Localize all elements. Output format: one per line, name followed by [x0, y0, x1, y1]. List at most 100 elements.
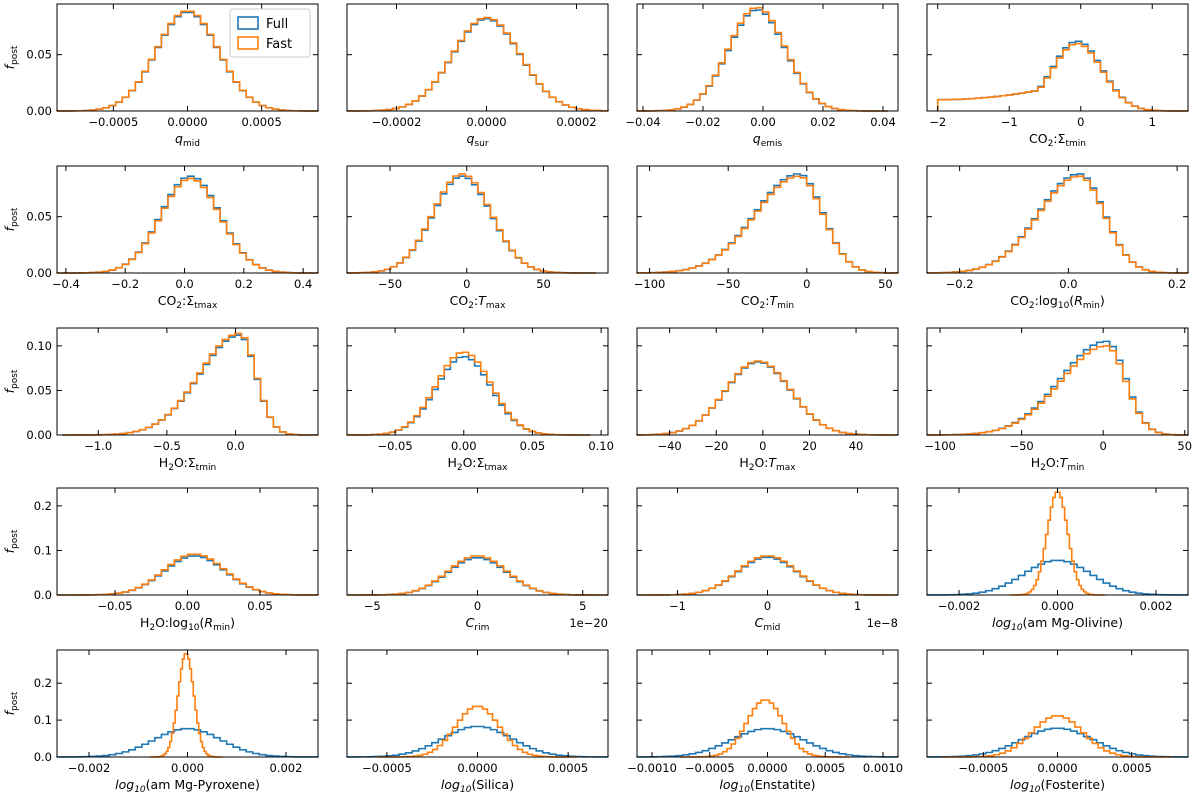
ytick-label: 0.1 [34, 713, 52, 727]
xtick-label: −0.5 [153, 439, 181, 453]
histogram-fast [346, 173, 597, 274]
ytick-label: 0.05 [26, 210, 52, 224]
xtick-label: −1 [669, 599, 686, 613]
axis-ylabel: fpost [2, 369, 20, 393]
ytick-label: 0.0 [34, 750, 52, 764]
panel-qemis: −0.04 −0.02 0.00 0.02 0.04 qemis [625, 3, 899, 149]
xtick-label: 0.000 [1041, 599, 1074, 613]
axes-frame [636, 165, 899, 274]
xtick-label: −1.0 [84, 439, 112, 453]
histogram-full [346, 355, 591, 436]
histogram-full [636, 173, 899, 274]
axes-frame [636, 3, 899, 112]
histogram-full [636, 9, 889, 112]
xtick-label: 20 [802, 439, 817, 453]
ytick-label: 0.00 [26, 104, 52, 118]
xtick-label: 0.04 [870, 115, 896, 129]
axis-xlabel: H2O:Σtmax [447, 455, 508, 473]
ytick-label: 0.2 [34, 676, 52, 690]
xtick-label: −0.2 [946, 277, 974, 291]
axes-frame [346, 487, 609, 596]
axis-xlabel: log10(am Mg-Pyroxene) [115, 777, 260, 792]
xtick-label: −0.05 [377, 439, 412, 453]
xtick-label: 0.0005 [1112, 761, 1152, 775]
ytick-label: 0.00 [26, 428, 52, 442]
xtick-label: −0.04 [625, 115, 660, 129]
axis-xlabel: H2O:Tmax [739, 455, 796, 473]
axis-xlabel: CO2:Σtmax [158, 293, 218, 311]
xtick-label: 0.00 [175, 599, 201, 613]
xtick-label: 0 [803, 277, 810, 291]
xtick-label: 0.0 [175, 277, 193, 291]
xtick-label: 0.0002 [556, 115, 596, 129]
xtick-label: −0.0010 [627, 761, 677, 775]
xtick-label: 0 [1077, 115, 1084, 129]
xtick-label: 0.10 [588, 439, 614, 453]
panel-co2_smax: −0.4 −0.2 0.0 0.2 0.4 0.00 0.05 fpost CO2:Σtmax [2, 165, 319, 311]
xtick-label: 0.0010 [863, 761, 903, 775]
legend-label-full: Full [266, 17, 288, 32]
xtick-label: −100 [634, 277, 666, 291]
histogram-fast [347, 555, 608, 596]
axes-frame [346, 3, 609, 112]
histogram-fast [636, 360, 899, 436]
axes-frame [926, 487, 1189, 596]
axis-xlabel: H2O:log10(Rmin) [140, 615, 235, 633]
axis-ylabel: fpost [2, 529, 20, 553]
xtick-label: −0.0005 [88, 115, 138, 129]
axis-offset-label: 1e−20 [569, 616, 608, 630]
panel-qmid: −0.0005 0.0000 0.0005 0.00 0.05 fpost qmid Full… [2, 3, 319, 149]
xtick-label: −5 [364, 599, 381, 613]
histogram-fast [56, 10, 319, 112]
xtick-label: 0.05 [520, 439, 546, 453]
histogram-fast [56, 177, 319, 274]
axes-frame [636, 487, 899, 596]
histogram-full [346, 725, 609, 758]
ytick-label: 0.00 [26, 266, 52, 280]
axes-frame [926, 649, 1189, 758]
xtick-label: 0.05 [247, 599, 273, 613]
histogram-fast [636, 175, 899, 274]
xtick-label: −50 [716, 277, 740, 291]
xtick-label: 0.0000 [457, 761, 497, 775]
legend-swatch-fast [237, 36, 259, 50]
xtick-label: 0.0 [226, 439, 244, 453]
histogram-fast [926, 175, 1189, 274]
axis-ylabel: fpost [2, 45, 20, 69]
panel-h2o_smax: −0.05 0.00 0.05 0.10 H2O:Σtmax [346, 327, 614, 473]
axis-xlabel: log10(am Mg-Olivine) [992, 615, 1123, 633]
xtick-label: 0 [1100, 439, 1107, 453]
histogram-fast [926, 345, 1189, 436]
histogram-full [346, 17, 609, 112]
xtick-label: 50 [536, 277, 551, 291]
xtick-label: 1 [854, 599, 861, 613]
histogram-full [926, 559, 1189, 596]
histogram-full [346, 175, 597, 274]
panel-h2o_tmin: −100 −50 0 50 H2O:Tmin [924, 327, 1192, 473]
xtick-label: 0.0000 [1037, 761, 1077, 775]
xtick-label: −0.2 [111, 277, 139, 291]
panel-co2_smin: −2 −1 0 1 CO2:Σtmin [926, 3, 1189, 149]
axes-frame [56, 327, 319, 436]
histogram-full [636, 361, 899, 436]
xtick-label: −0.0005 [362, 761, 412, 775]
panel-co2_rmin: −0.2 0.0 0.2 CO2:log10(Rmin) [926, 165, 1189, 311]
histogram-fast [346, 351, 591, 436]
axes-frame [926, 327, 1189, 436]
histogram-fast [149, 652, 223, 758]
axis-xlabel: H2O:Σtmin [159, 455, 216, 473]
histogram-full [56, 727, 319, 758]
panel-crim: −5 0 5 Crim 1e−20 [346, 487, 609, 633]
xtick-label: 0.002 [1140, 599, 1173, 613]
histogram-full [347, 556, 608, 596]
xtick-label: 5 [579, 599, 586, 613]
xtick-label: 0.4 [294, 277, 312, 291]
legend-swatch-full [237, 16, 259, 30]
xtick-label: −0.002 [938, 599, 981, 613]
xtick-label: −0.0005 [958, 761, 1008, 775]
histogram-full [926, 727, 1189, 758]
panel-co2_tmin: −100 −50 0 50 CO2:Tmin [634, 165, 899, 311]
axis-ylabel: fpost [2, 691, 20, 715]
axis-xlabel: qmid [175, 131, 200, 149]
